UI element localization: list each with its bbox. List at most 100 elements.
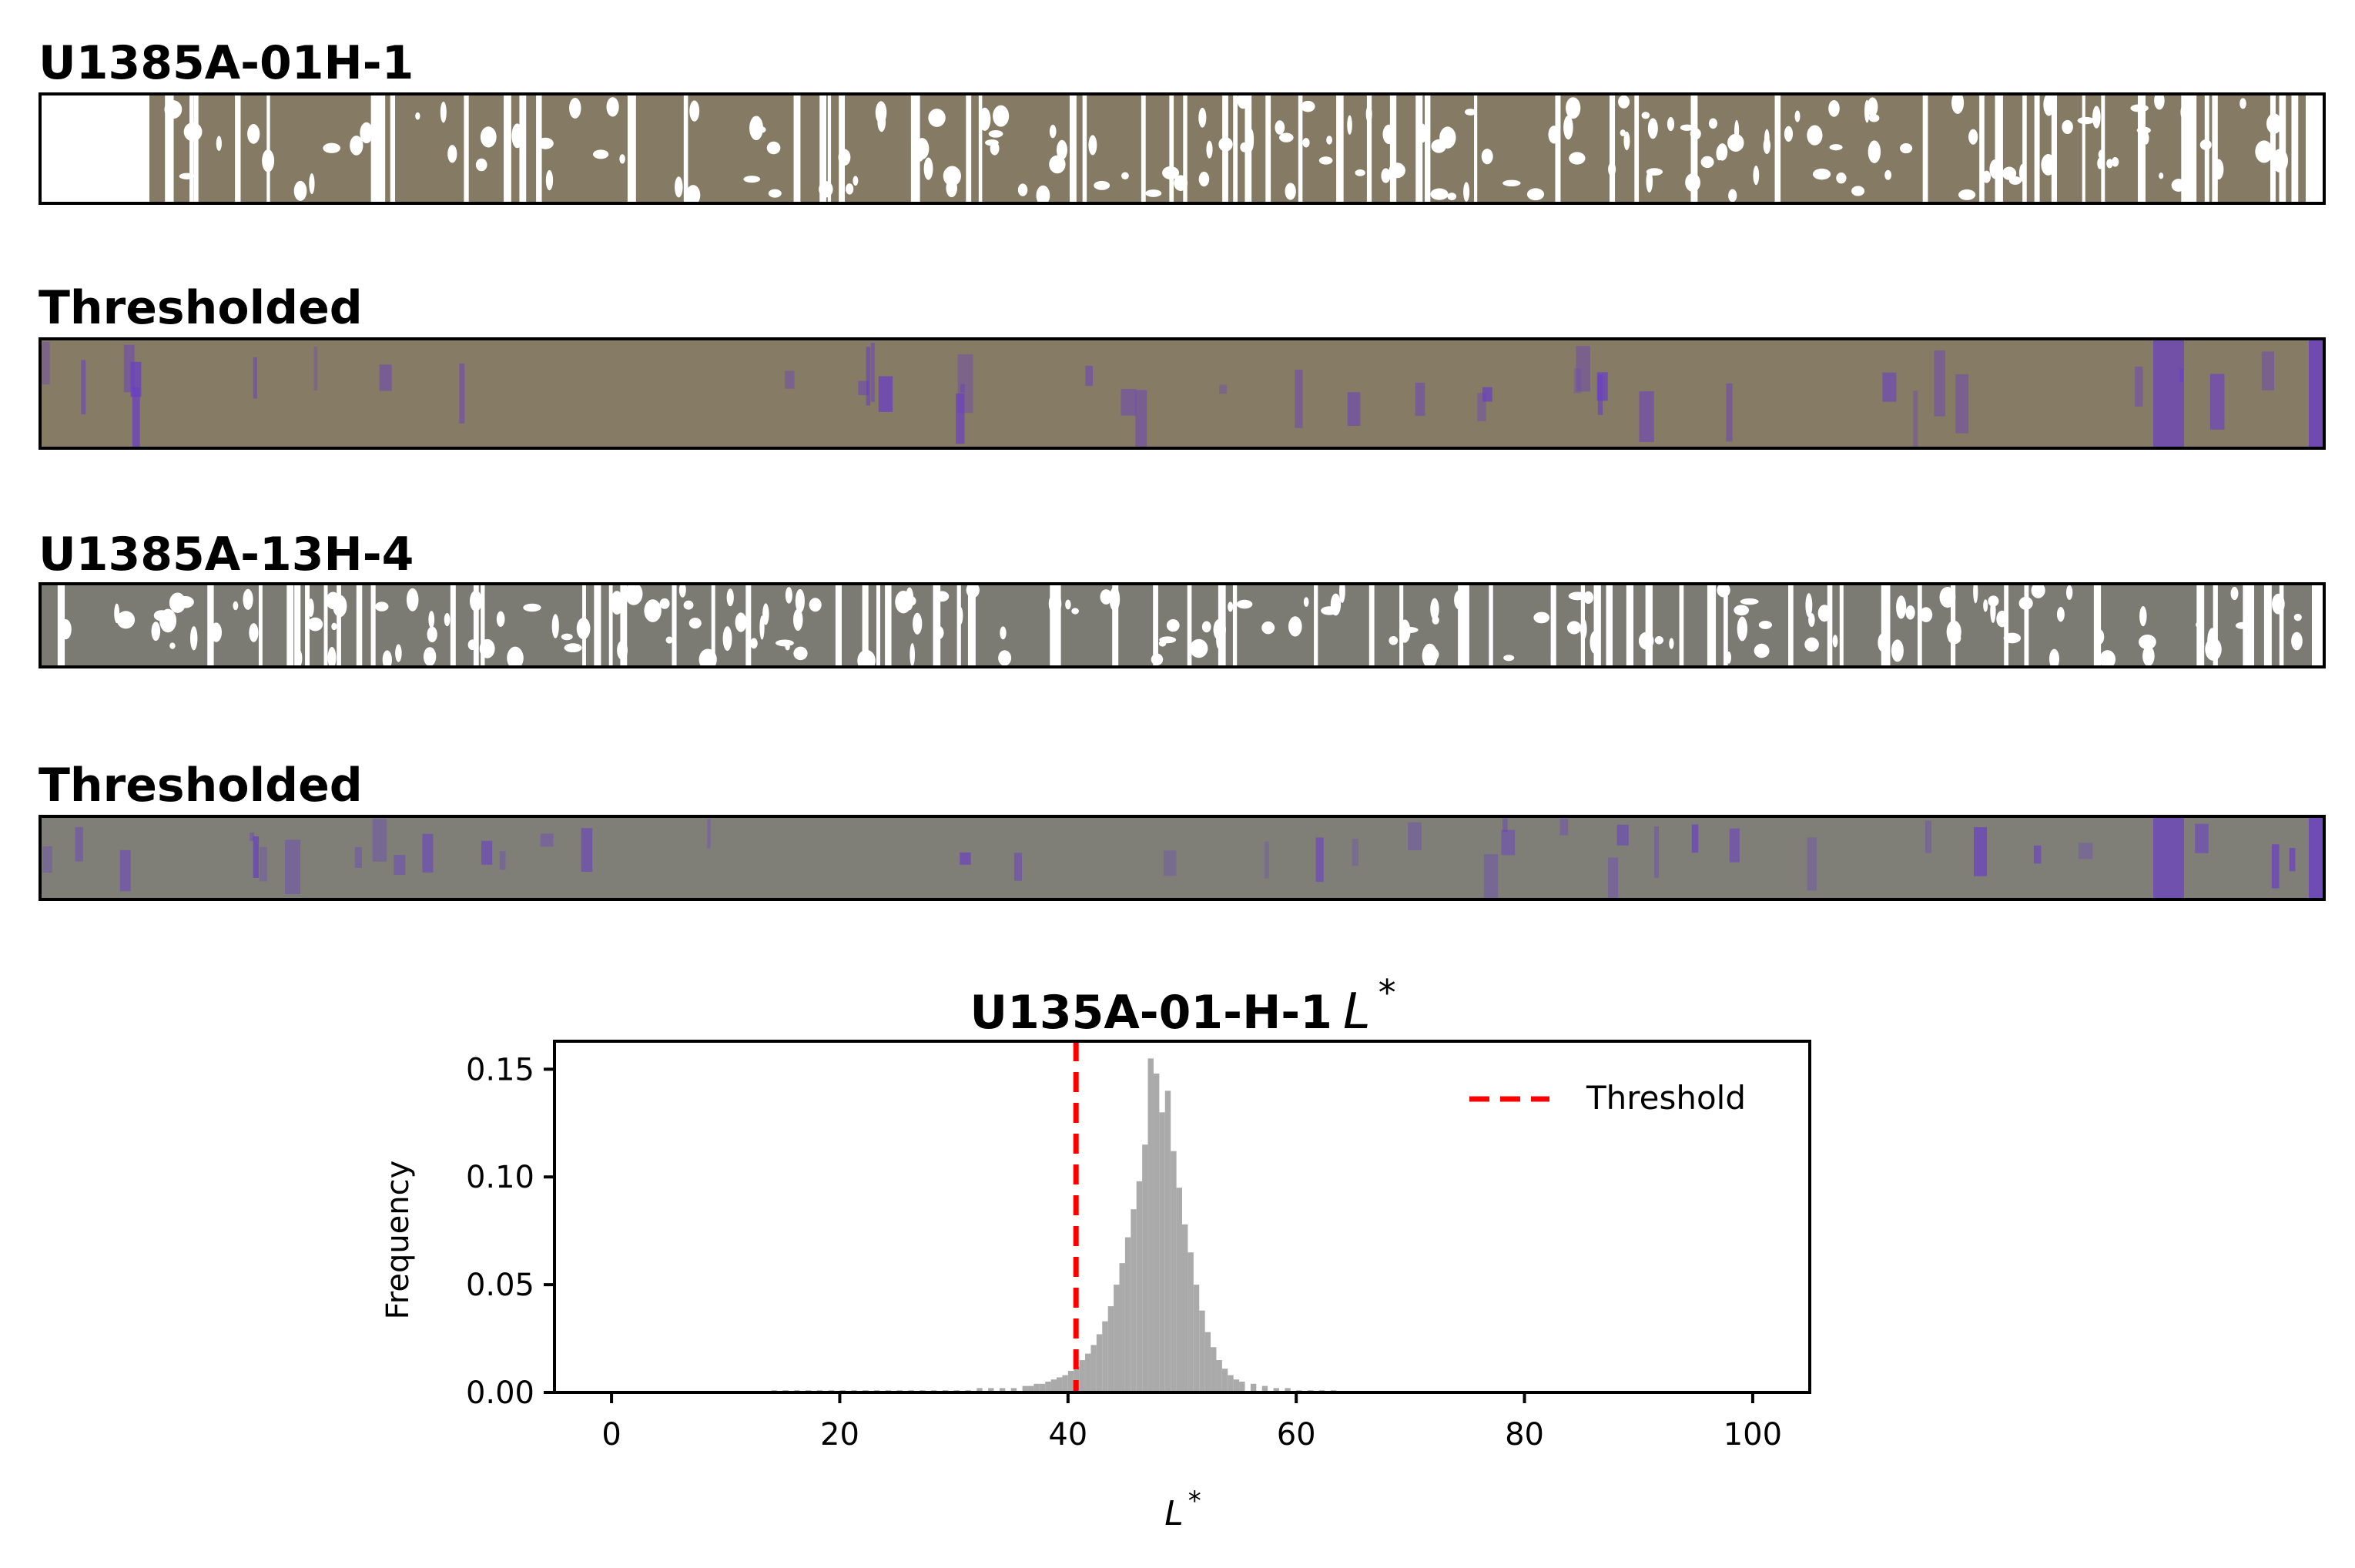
crack-mark [608,585,613,665]
void-mark [1867,97,1878,117]
void-mark [406,588,419,611]
crack-mark [966,95,972,202]
void-mark [1884,169,1892,180]
void-mark [1618,95,1630,109]
void-mark [1726,651,1732,664]
threshold-mark [379,364,392,391]
histogram-bar [1067,1371,1074,1392]
histogram-bar [1124,1237,1131,1392]
void-mark [249,623,259,642]
void-mark [1481,149,1493,165]
void-mark [2142,645,2155,665]
histogram-bar [1159,1112,1165,1392]
void-mark [988,129,1003,138]
void-mark [726,588,734,607]
void-mark [685,185,701,202]
void-mark [350,136,363,156]
void-mark [2266,113,2282,134]
crack-mark [378,95,386,202]
crack-mark [2051,95,2057,202]
void-mark [1685,173,1700,193]
void-mark [479,638,495,658]
void-mark [169,642,176,649]
void-mark [1989,159,2002,179]
y-tick-label: 0.05 [466,1268,534,1303]
crack-mark [235,95,241,202]
void-mark [2205,638,2222,661]
crack-mark [464,95,469,202]
void-mark [1734,119,1740,142]
void-mark [2239,98,2246,109]
threshold-mark [259,846,267,882]
crack-mark [2212,95,2218,202]
void-mark [592,149,609,159]
histogram-bar [1171,1151,1177,1392]
void-mark [382,650,392,665]
threshold-mark [2078,843,2093,859]
threshold-mark [1347,392,1361,426]
core-photo-thresholded-2 [42,818,2323,898]
void-mark [1996,610,2008,628]
void-mark [1580,618,1587,640]
crack-mark [1169,95,1174,202]
void-mark [895,591,912,614]
crack-mark [1609,95,1616,202]
crack-mark [1415,95,1423,202]
crack-mark [2022,95,2027,202]
void-mark [1794,110,1801,122]
void-mark [1218,137,1233,152]
void-mark [1968,129,1978,145]
void-mark [2130,104,2149,112]
void-mark [1596,587,1601,607]
void-mark [1900,142,1913,154]
void-mark [1958,189,1976,200]
void-mark [1700,156,1714,169]
histogram-bar [1033,1383,1040,1392]
crack-mark [370,585,376,665]
crack-mark [167,95,174,202]
crack-mark [166,95,170,202]
void-mark [444,612,451,627]
crack-mark [2034,95,2040,202]
void-mark [1162,166,1180,179]
void-mark [1419,123,1427,143]
void-mark [569,97,581,119]
crack-mark [1839,585,1844,665]
crack-mark [956,585,961,665]
crack-mark [1056,585,1061,665]
void-mark [766,141,781,155]
threshold-mark [499,851,506,870]
void-mark [1641,112,1650,119]
void-mark [768,189,782,198]
threshold-mark [1085,365,1094,387]
crack-mark [1690,95,1698,202]
void-mark [1764,129,1770,149]
void-mark [1717,585,1730,598]
threshold-mark [1352,839,1358,866]
void-mark [665,636,673,644]
void-mark [1707,611,1715,622]
threshold-mark [1315,837,1324,883]
x-tick-label: 40 [1048,1417,1087,1452]
crack-mark [1233,95,1238,202]
void-mark [1261,621,1275,635]
void-mark [934,591,950,602]
void-mark [762,603,769,625]
crack-mark [910,95,917,202]
crack-mark [390,95,396,202]
crack-mark [189,95,194,202]
void-mark [1608,162,1616,176]
x-tick-label: 0 [601,1417,621,1452]
threshold-mark [42,341,50,385]
threshold-mark [1974,827,1988,876]
void-mark [1036,185,1050,202]
void-mark [1279,132,1294,142]
void-mark [2018,163,2026,182]
void-mark [1583,591,1594,604]
x-tick-label: 100 [1724,1417,1782,1452]
void-mark [1198,171,1210,187]
crack-mark [1634,95,1640,202]
void-mark [678,585,686,598]
void-mark [1301,100,1315,112]
void-mark [1836,172,1847,184]
